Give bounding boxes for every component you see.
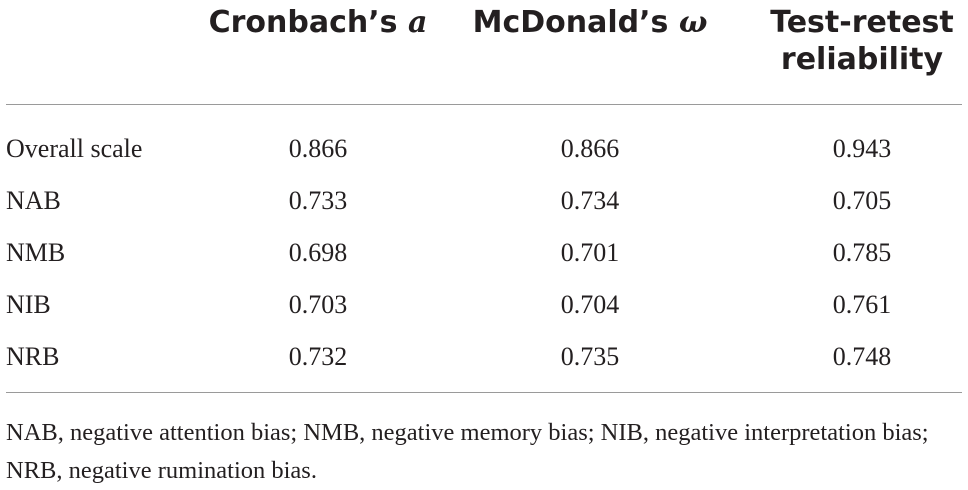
column-header: Cronbach’s a — [168, 4, 468, 41]
table-cell: 0.734 — [560, 186, 620, 215]
header-text: Cronbach’s — [208, 5, 398, 40]
table-cell: 0.704 — [560, 290, 620, 319]
header-symbol: ω — [678, 5, 708, 40]
table-cell: 0.866 — [560, 134, 620, 163]
row-label: NMB — [6, 238, 66, 267]
row-label: NIB — [6, 290, 51, 319]
table-cell: 0.748 — [832, 342, 892, 371]
table-cell: 0.705 — [832, 186, 892, 215]
header-symbol: a — [407, 5, 428, 40]
column-header: McDonald’s ω — [440, 4, 740, 41]
column-header: Test-retest reliability — [762, 4, 962, 78]
table-cell: 0.735 — [560, 342, 620, 371]
header-text: Test-retest reliability — [770, 5, 954, 77]
row-label: Overall scale — [6, 134, 143, 163]
header-text: McDonald’s — [472, 5, 669, 40]
table-cell: 0.698 — [288, 238, 348, 267]
table-cell: 0.761 — [832, 290, 892, 319]
table-cell: 0.943 — [832, 134, 892, 163]
footnote: NAB, negative attention bias; NMB, negat… — [6, 419, 929, 484]
table-cell: 0.703 — [288, 290, 348, 319]
table-cell: 0.866 — [288, 134, 348, 163]
row-label: NRB — [6, 342, 60, 371]
table-cell: 0.733 — [288, 186, 348, 215]
row-label: NAB — [6, 186, 61, 215]
table-cell: 0.785 — [832, 238, 892, 267]
footer-rule — [6, 392, 962, 393]
table-cell: 0.701 — [560, 238, 620, 267]
table-cell: 0.732 — [288, 342, 348, 371]
header-rule — [6, 104, 962, 105]
